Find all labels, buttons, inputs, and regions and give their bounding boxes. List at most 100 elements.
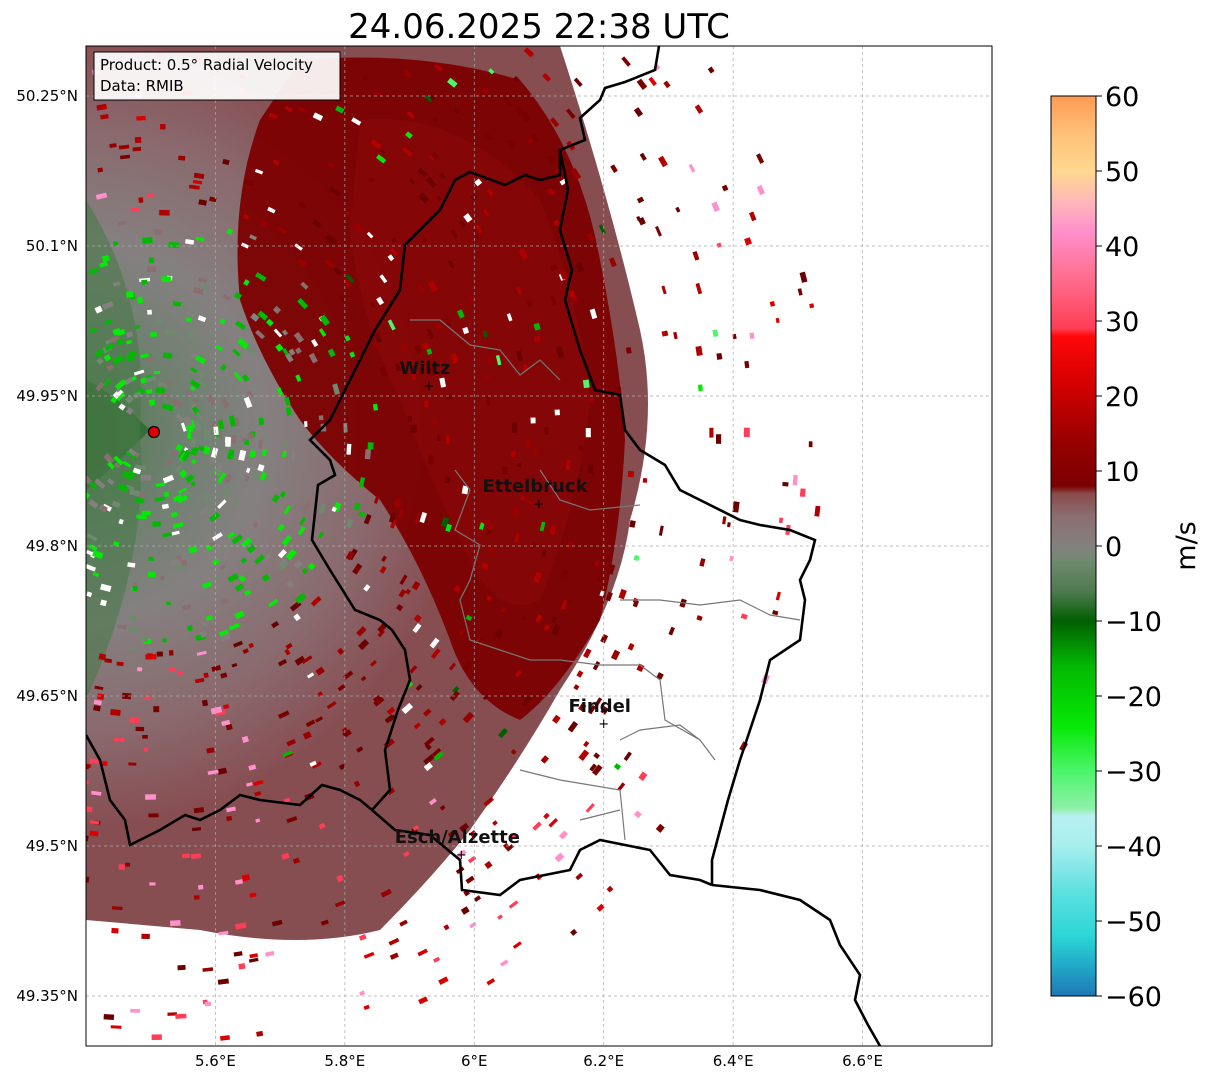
echo-gate [154, 371, 161, 375]
echo-gate [144, 696, 151, 700]
echo-gate [277, 549, 287, 559]
echo-gate [130, 1008, 141, 1013]
echo-gate [534, 335, 541, 343]
echo-gate [148, 556, 154, 562]
echo-gate [533, 448, 539, 455]
echo-gate [100, 599, 107, 607]
echo-gate [475, 224, 483, 234]
echo-gate [207, 769, 219, 775]
echo-gate [246, 390, 254, 399]
echo-gate [234, 610, 245, 620]
echo-gate [164, 459, 173, 467]
echo-gate [587, 232, 595, 242]
echo-gate [243, 589, 252, 596]
echo-gate [712, 329, 719, 338]
echo-gate [318, 822, 326, 830]
echo-gate [428, 280, 439, 293]
city-label: Ettelbruck [482, 476, 588, 497]
echo-gate [111, 927, 119, 934]
echo-gate [182, 604, 192, 611]
echo-gate [433, 956, 441, 963]
echo-gate [367, 442, 374, 450]
echo-gate [539, 521, 546, 532]
echo-gate [486, 523, 494, 530]
echo-gate [457, 309, 465, 319]
echo-gate [373, 90, 382, 98]
echo-gate [234, 320, 247, 331]
echo-gate [556, 346, 564, 359]
echo-gate [243, 396, 253, 409]
echo-gate [447, 829, 457, 839]
echo-gate [234, 417, 240, 427]
echo-gate [372, 403, 378, 411]
echo-gate [286, 738, 297, 747]
echo-gate [271, 494, 280, 503]
echo-gate [190, 352, 197, 360]
echo-gate [258, 417, 265, 426]
echo-gate [272, 159, 280, 166]
echo-gate [627, 643, 635, 651]
echo-gate [285, 642, 293, 650]
echo-gate [214, 463, 224, 475]
echo-gate [486, 356, 494, 365]
echo-gate [605, 591, 613, 602]
echo-gate [205, 614, 213, 621]
echo-gate [92, 571, 100, 578]
echo-gate [125, 407, 134, 416]
echo-gate [281, 534, 293, 546]
echo-gate [278, 560, 289, 572]
echo-gate [110, 708, 121, 716]
echo-gate [417, 167, 428, 178]
national-border-lu-fr [371, 809, 713, 897]
echo-gate [370, 660, 377, 667]
echo-gate [338, 294, 346, 303]
echo-gate [164, 329, 176, 336]
echo-gate [197, 277, 207, 284]
echo-gate [255, 818, 261, 823]
echo-gate [549, 524, 557, 535]
echo-gate [349, 351, 356, 358]
echo-gate [799, 271, 808, 283]
echo-gate [359, 990, 366, 996]
echo-gate [696, 615, 703, 621]
echo-gate [421, 342, 429, 350]
echo-gate [206, 394, 217, 406]
echo-gate [418, 996, 428, 1005]
echo-gate [530, 541, 536, 549]
echo-gate [210, 447, 219, 459]
echo-gate [215, 709, 227, 717]
echo-gate [168, 241, 180, 249]
echo-gate [352, 563, 363, 575]
echo-gate [551, 624, 561, 636]
echo-gate [387, 714, 396, 723]
echo-gate [312, 112, 324, 122]
echo-gate [430, 648, 441, 660]
echo-gate [243, 178, 254, 187]
echo-gate [103, 1013, 115, 1021]
echo-gate [358, 639, 370, 651]
colorbar-tick-label: −50 [1105, 907, 1162, 938]
echo-gate [235, 922, 247, 930]
echo-gate [232, 640, 244, 648]
echo-gate [176, 494, 188, 504]
echo-gate [283, 505, 292, 515]
echo-gate [297, 106, 307, 113]
echo-gate [510, 832, 518, 841]
echo-gate [302, 731, 312, 740]
echo-gate [403, 851, 410, 858]
district-boundaries [410, 319, 801, 841]
echo-gate [573, 77, 583, 87]
echo-gate [161, 503, 169, 510]
echo-gate [598, 224, 606, 235]
echo-gate [271, 620, 280, 629]
echo-gate [138, 197, 144, 203]
echo-gate [145, 794, 156, 800]
echo-gate [202, 283, 210, 291]
echo-gate [218, 930, 229, 936]
echo-gate [474, 178, 483, 187]
echo-gate [191, 826, 202, 832]
echo-gate [716, 242, 722, 248]
echo-gate [593, 752, 601, 759]
echo-gate [181, 449, 192, 462]
echo-gate [511, 507, 520, 517]
